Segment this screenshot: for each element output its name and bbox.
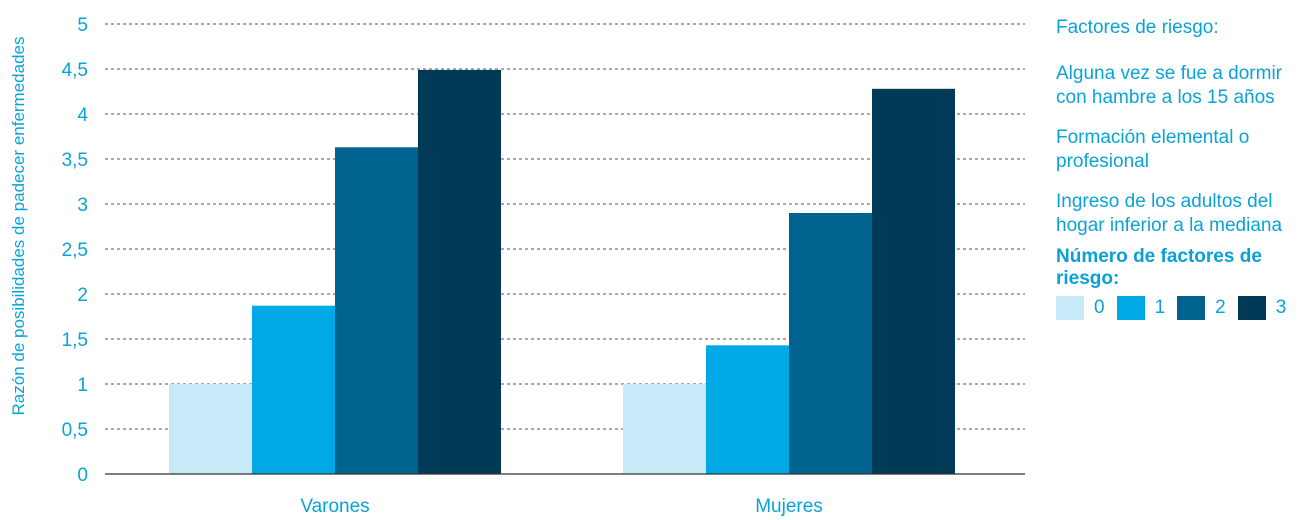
legend-item-3: 3	[1237, 296, 1287, 320]
legend-swatches: 0 1 2 3	[1056, 296, 1300, 320]
legend-item-1: 1	[1116, 296, 1166, 320]
legend-item-0: 0	[1056, 296, 1105, 320]
bar-mujeres-3	[872, 88, 955, 475]
legend-label-3: 3	[1275, 297, 1287, 318]
bar-chart: 0 0,5 1 1,5 2 2,5 3 3,5 4 4,5 5 Varones Mujeres Raz…	[9, 15, 1025, 517]
bar-varones-0	[169, 384, 252, 474]
legend-swatch-3	[1237, 296, 1266, 320]
risk-factor-hunger: Alguna vez se fue a dormir con hambre a …	[1056, 63, 1283, 108]
bar-varones-1	[252, 305, 335, 474]
category-labels: Varones Mujeres	[300, 496, 822, 517]
bar-mujeres-1	[706, 345, 789, 474]
y-tick-label: 3	[77, 195, 88, 216]
y-tick-label: 0	[77, 465, 88, 486]
legend-label-0: 0	[1094, 297, 1105, 318]
y-tick-label: 5	[77, 15, 88, 36]
y-tick-label: 3,5	[62, 150, 88, 171]
y-tick-label: 4,5	[62, 60, 88, 81]
category-label: Mujeres	[755, 496, 823, 517]
bar-mujeres-2	[789, 213, 872, 474]
factor-count-title: Número de factores de riesgo:	[1056, 246, 1262, 289]
legend-swatch-1	[1116, 296, 1145, 320]
y-tick-label: 2,5	[62, 240, 88, 261]
legend-swatch-0	[1056, 296, 1084, 320]
y-tick-label: 2	[77, 285, 88, 306]
risk-factor-education: Formación elemental o profesional	[1056, 127, 1250, 172]
legend-label-2: 2	[1215, 297, 1226, 318]
bar-mujeres-0	[623, 384, 706, 474]
y-tick-label: 1	[77, 375, 88, 396]
legend-panel: Factores de riesgo: Alguna vez se fue a …	[1056, 16, 1300, 516]
y-tick-label: 4	[77, 105, 88, 126]
bar-varones-2	[335, 147, 418, 475]
y-tick-label: 1,5	[62, 330, 88, 351]
category-label: Varones	[300, 496, 369, 517]
legend-item-2: 2	[1177, 296, 1226, 320]
bar-varones-3	[418, 69, 501, 475]
y-tick-labels: 0 0,5 1 1,5 2 2,5 3 3,5 4 4,5 5	[62, 15, 89, 486]
legend-swatch-2	[1177, 296, 1206, 320]
y-axis-title: Razón de posibilidades de padecer enferm…	[9, 37, 28, 416]
legend-label-1: 1	[1154, 297, 1166, 318]
risk-factor-income: Ingreso de los adultos del hogar inferio…	[1056, 191, 1283, 236]
risk-factors-title: Factores de riesgo:	[1056, 17, 1219, 38]
bars	[169, 69, 955, 475]
y-tick-label: 0,5	[62, 420, 88, 441]
